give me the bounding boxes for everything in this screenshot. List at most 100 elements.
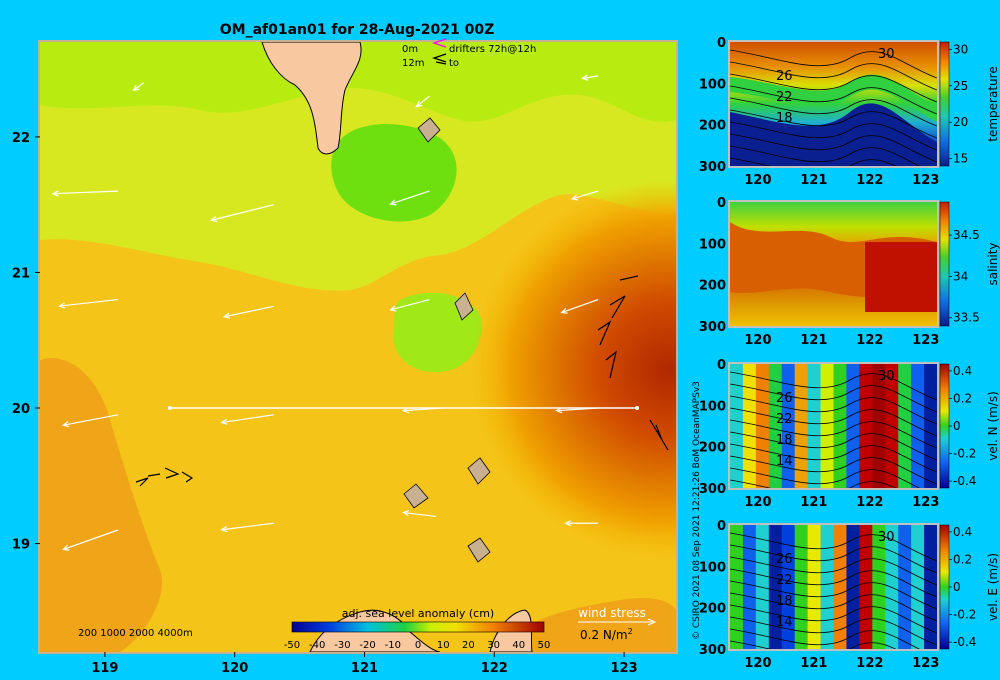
wind-legend-arrowhead (647, 618, 657, 626)
contour-label: 14 (776, 454, 793, 469)
map-x-tick-label: 119 (91, 661, 118, 676)
section-colorbar-tick: -0.4 (953, 474, 976, 488)
section-colorbar-tick: -0.4 (953, 635, 976, 649)
section-y-tick-label: 200 (699, 602, 726, 617)
section-colorbar-tick: 0 (953, 419, 961, 433)
section-y-tick-label: 200 (699, 279, 726, 294)
wind-vector (220, 522, 274, 533)
wind-vector (389, 190, 430, 206)
ssh-band-orange-2 (500, 598, 676, 652)
wind-vector (51, 190, 118, 197)
section-field: 30 26 22 18 14 (730, 525, 937, 649)
depth-legend: 200 1000 2000 4000m (78, 628, 193, 639)
wind-legend-value-text: 0.2 N/m (580, 628, 628, 642)
contour-label: 22 (776, 412, 793, 427)
wind-vector (560, 298, 599, 314)
section-x-tick-label: 120 (744, 173, 771, 188)
section-colorbar-tick: -0.2 (953, 447, 976, 461)
section-colorbar-tick: 0.4 (953, 364, 972, 378)
wind-vectors (51, 74, 599, 551)
section-y-tick-label: 0 (717, 36, 726, 51)
drifter-legend-depth-2: 12m (402, 58, 424, 69)
wind-vector (132, 82, 145, 92)
colorbar-tick-label: 0 (415, 640, 421, 651)
wind-vector (401, 407, 443, 414)
land-island-1 (417, 117, 441, 143)
ssh-eddy (470, 180, 676, 560)
section-x-tick-label: 123 (912, 495, 939, 510)
ssh-colorbar: adj. sea level anomaly (cm) -50 -40 -30 -20… (284, 607, 551, 651)
colorbar-tick-label: -50 (284, 640, 300, 651)
colorbar-tick-label: -40 (309, 640, 325, 651)
land-taiwan (261, 42, 362, 155)
section-colorbar-tick: 0 (953, 580, 961, 594)
section-colorbar-tick: 34 (953, 269, 968, 283)
section-field: 30 26 22 18 14 (730, 364, 937, 488)
ssh-band-top (40, 42, 676, 123)
section-x-tick-label: 120 (744, 495, 771, 510)
section-colorbar-tick: 30 (953, 42, 968, 56)
section-velocity-north: 30 26 22 18 14 120 121 122 123 0 100 200 300 -0.4 -0.2… (699, 358, 1000, 510)
map-x-tick-label: 122 (481, 661, 508, 676)
section-y-tick-label: 100 (699, 77, 726, 92)
colorbar-tick-label: -20 (359, 640, 375, 651)
map-x-tick-label: 121 (351, 661, 378, 676)
contour-label: 18 (776, 433, 793, 448)
map-x-tick-label: 123 (611, 661, 638, 676)
section-ylabel: vel. E (m/s) (986, 553, 1000, 621)
section-x-tick-label: 120 (744, 656, 771, 671)
wind-vector (209, 204, 274, 223)
contour-label: 18 (776, 111, 793, 126)
land-island-4 (403, 483, 429, 509)
section-x-tick-label: 123 (912, 173, 939, 188)
wind-vector (61, 414, 118, 428)
land-island-2 (454, 292, 474, 321)
wind-legend-sup: 2 (628, 627, 633, 636)
map-y-tick-label: 19 (12, 538, 30, 553)
section-ylabel: temperature (986, 66, 1000, 141)
colorbar-tick-label: 50 (538, 640, 551, 651)
ssh-low-patch (331, 124, 457, 222)
section-y-tick-label: 100 (699, 237, 726, 252)
section-field: 30 26 22 18 (730, 42, 937, 166)
drifter-legend: 0m drifters 72h@12h 12m to (402, 38, 536, 69)
contour-label: 30 (878, 369, 895, 384)
section-y-tick-label: 0 (717, 519, 726, 534)
wind-vector (555, 407, 599, 414)
section-y-tick-label: 300 (699, 482, 726, 497)
section-x-tick-label: 121 (800, 495, 827, 510)
contour-label: 26 (776, 552, 793, 567)
colorbar-tick-label: 40 (512, 640, 525, 651)
wind-legend-value: 0.2 N/m2 (580, 627, 633, 642)
section-colorbar (939, 41, 950, 167)
map-y-tick-label: 22 (12, 131, 30, 146)
section-colorbar-tick: 20 (953, 115, 968, 129)
section-x-tick-label: 122 (856, 495, 883, 510)
wind-vector (570, 190, 599, 201)
section-velocity-east: 30 26 22 18 14 120 121 122 123 0 100 200 300 -0.4 -0.2… (699, 519, 1000, 671)
contour-label: 22 (776, 573, 793, 588)
wind-vector (61, 529, 119, 551)
section-y-tick-label: 200 (699, 441, 726, 456)
section-y-tick-label: 200 (699, 119, 726, 134)
section-y-tick-label: 300 (699, 320, 726, 335)
credit-text: © CSIRO 2021 08 Sep 2021 12:21:26 BoM Oc… (692, 381, 702, 640)
section-colorbar-tick: 15 (953, 152, 968, 166)
section-y-tick-label: 300 (699, 160, 726, 175)
wind-legend: wind stress 0.2 N/m2 (578, 606, 657, 642)
map-y-tick-label: 21 (12, 266, 30, 281)
section-start (167, 406, 172, 410)
section-x-tick-label: 121 (800, 173, 827, 188)
section-temperature: 30 26 22 18 120 121 122 123 0 100 200 300 15 20 25 30 te… (699, 36, 1000, 188)
contour-label: 26 (776, 391, 793, 406)
section-y-tick-label: 300 (699, 643, 726, 658)
contour-label: 14 (776, 615, 793, 630)
drifter-legend-arrow-2 (431, 53, 447, 65)
contour-label: 18 (776, 594, 793, 609)
section-ylabel: vel. N (m/s) (986, 391, 1000, 461)
section-colorbar-tick: 25 (953, 79, 968, 93)
